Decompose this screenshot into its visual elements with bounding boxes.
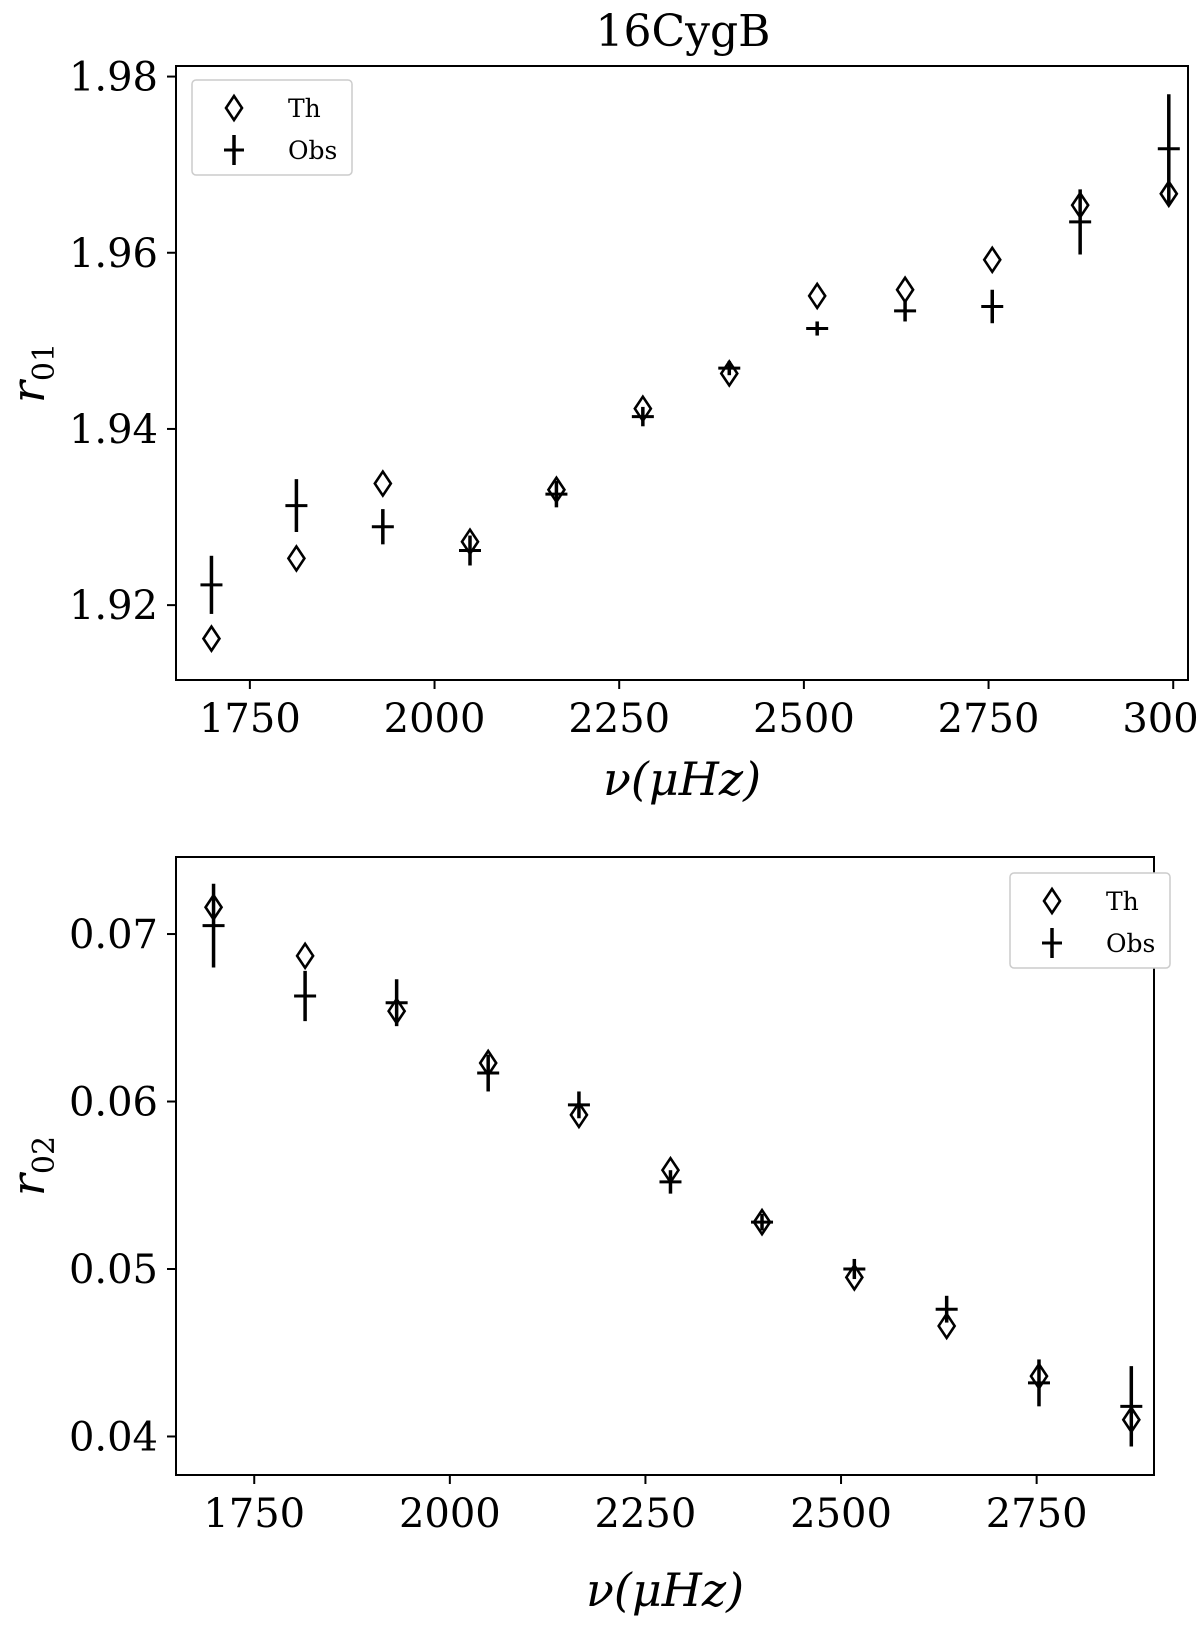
y-tick-label: 1.96 (69, 231, 158, 277)
th-point (387, 996, 407, 1026)
plot-frame (175, 65, 1189, 681)
x-tick-label: 2000 (399, 1491, 501, 1537)
x-tick-label: 3000 (1122, 696, 1200, 742)
th-point (478, 1048, 498, 1078)
y-tick-label: 1.98 (69, 55, 158, 101)
x-tick-label: 2500 (790, 1491, 892, 1537)
th-point (546, 475, 566, 505)
th-point (1121, 1405, 1141, 1435)
th-point (633, 394, 653, 424)
th-point (807, 281, 827, 311)
th-point (286, 544, 306, 573)
plot-frame (175, 856, 1155, 1476)
th-point (895, 275, 915, 305)
legend-label: Obs (288, 136, 337, 165)
x-tick-label: 2250 (595, 1491, 697, 1537)
th-point (982, 245, 1002, 275)
y-axis-title: r02 (1, 1136, 62, 1196)
legend-marker-th (224, 93, 244, 123)
panel-r02: 1750 2000 2250 2500 2750 0.04 0.05 0.06 0.07 ν(μH… (1, 856, 1171, 1617)
th-point (1070, 190, 1090, 220)
y-tick-label: 0.05 (69, 1247, 158, 1293)
legend-label: Th (1106, 887, 1139, 916)
th-point (937, 1311, 957, 1341)
figure-title: 16CygB (595, 6, 770, 57)
y-tick-label: 1.94 (69, 407, 158, 453)
x-tick-label: 1750 (203, 1491, 305, 1537)
th-point (203, 892, 224, 922)
x-tick-label: 2000 (384, 696, 486, 742)
legend-label: Th (288, 94, 321, 123)
y-tick-label: 1.92 (69, 583, 158, 629)
y-axis-title: r01 (1, 343, 62, 403)
th-point (752, 1207, 772, 1237)
x-tick-label: 1750 (199, 696, 301, 742)
x-tick-label: 2250 (568, 696, 670, 742)
th-point (1159, 179, 1179, 209)
y-tick-label: 0.06 (69, 1080, 158, 1126)
th-point (373, 469, 393, 498)
th-point (660, 1155, 681, 1185)
legend-marker-th (1042, 886, 1062, 916)
th-point (295, 941, 315, 971)
x-axis-title: ν(μHz) (603, 752, 761, 806)
panel-r01: 1750 2000 2250 2500 2750 3000 1.92 1.94 1.96 1.98… (1, 55, 1200, 806)
th-point (844, 1263, 864, 1292)
x-tick-label: 2500 (753, 696, 855, 742)
th-point (1029, 1361, 1049, 1391)
y-tick-label: 0.04 (69, 1414, 158, 1460)
th-point (460, 527, 480, 557)
y-tick-label: 0.07 (69, 912, 158, 958)
x-tick-label: 2750 (986, 1491, 1088, 1537)
th-point (569, 1100, 589, 1130)
th-point (201, 624, 222, 653)
legend-label: Obs (1106, 929, 1155, 958)
x-tick-label: 2750 (938, 696, 1040, 742)
th-point (719, 359, 739, 388)
x-axis-title: ν(μHz) (586, 1563, 744, 1617)
